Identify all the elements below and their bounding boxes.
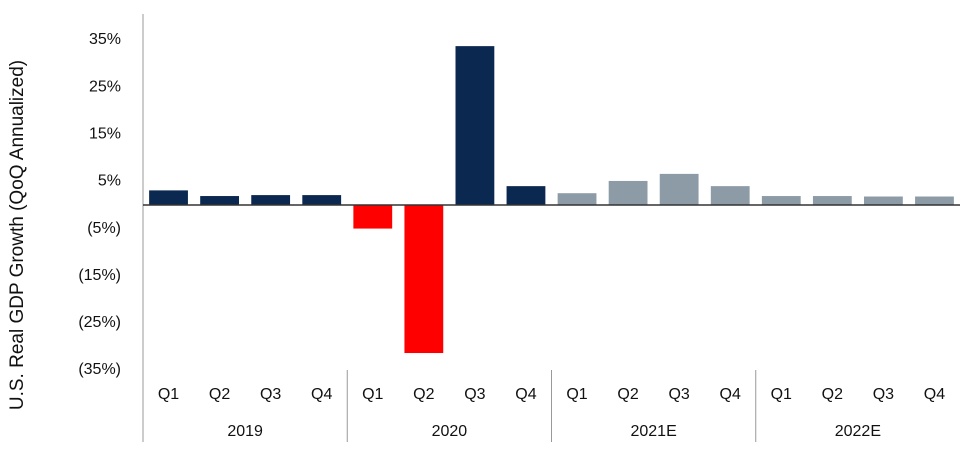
group-label: 2022E xyxy=(835,423,881,440)
y-tick-label: (35%) xyxy=(78,361,121,378)
x-tick-label: Q3 xyxy=(668,386,689,403)
group-label: 2019 xyxy=(227,423,263,440)
x-tick-label: Q2 xyxy=(822,386,843,403)
y-axis-label: U.S. Real GDP Growth (QoQ Annualized) xyxy=(7,60,28,410)
x-tick-label: Q2 xyxy=(413,386,434,403)
x-tick-label: Q2 xyxy=(209,386,230,403)
x-tick-label: Q3 xyxy=(260,386,281,403)
y-tick-label: (5%) xyxy=(87,220,121,237)
x-tick-label: Q4 xyxy=(720,386,741,403)
bar xyxy=(710,186,750,205)
bar xyxy=(353,205,393,229)
x-tick-label: Q1 xyxy=(362,386,383,403)
bar xyxy=(659,173,699,205)
bar xyxy=(404,205,444,354)
x-tick-label: Q3 xyxy=(464,386,485,403)
bar xyxy=(302,195,342,205)
x-tick-label: Q4 xyxy=(924,386,945,403)
bar xyxy=(608,180,648,205)
bar xyxy=(812,196,852,205)
bar xyxy=(200,196,239,205)
x-tick-label: Q1 xyxy=(771,386,792,403)
bar xyxy=(149,190,188,205)
bar xyxy=(557,193,597,205)
y-tick-label: (25%) xyxy=(78,314,121,331)
bar xyxy=(864,196,903,205)
bar xyxy=(761,196,801,205)
x-tick-label: Q1 xyxy=(158,386,179,403)
y-tick-label: 35% xyxy=(89,31,121,48)
y-tick-label: 15% xyxy=(89,126,121,143)
group-label: 2020 xyxy=(432,423,468,440)
x-tick-label: Q4 xyxy=(311,386,332,403)
bar xyxy=(506,186,546,205)
bar xyxy=(455,46,495,205)
bar xyxy=(251,195,291,205)
group-label: 2021E xyxy=(630,423,676,440)
y-tick-label: 25% xyxy=(89,78,121,95)
y-tick-label: 5% xyxy=(98,173,121,190)
x-tick-label: Q4 xyxy=(515,386,536,403)
x-tick-label: Q3 xyxy=(873,386,894,403)
x-tick-label: Q1 xyxy=(566,386,587,403)
bar xyxy=(915,196,954,205)
y-tick-label: (15%) xyxy=(78,267,121,284)
x-tick-label: Q2 xyxy=(617,386,638,403)
